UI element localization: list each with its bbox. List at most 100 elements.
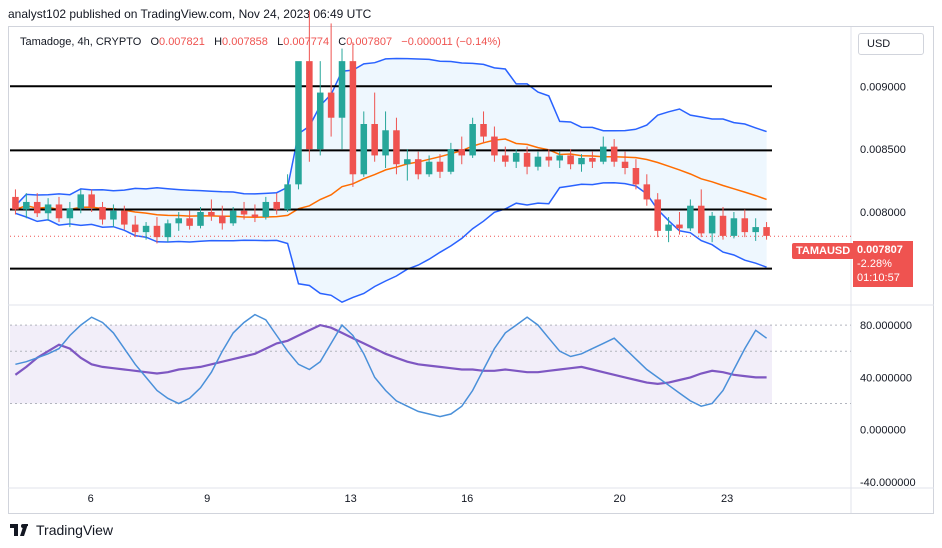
symbol-price-tag: TAMAUSD xyxy=(792,243,855,259)
candle-body xyxy=(153,225,161,238)
bollinger-band-fill xyxy=(15,58,767,303)
bollinger-lower-line xyxy=(15,181,767,304)
tradingview-brand: TradingView xyxy=(36,522,114,538)
candle-body xyxy=(110,210,117,220)
candle-body xyxy=(77,194,85,209)
candle-body xyxy=(219,215,226,224)
candle-body xyxy=(545,156,553,161)
bar-countdown: 01:10:57 xyxy=(857,272,900,284)
last-price-change: -2.28% xyxy=(857,258,892,270)
candle-body xyxy=(371,124,378,156)
currency-button[interactable]: USD xyxy=(858,33,924,55)
candle-body xyxy=(66,208,74,219)
legend-open-value: 0.007821 xyxy=(159,36,205,48)
legend-high-label: H xyxy=(214,36,223,48)
candle-body xyxy=(360,124,368,175)
candle-body xyxy=(240,210,248,215)
candle-body xyxy=(697,205,705,234)
candle-body xyxy=(534,156,542,167)
candle-body xyxy=(23,201,30,210)
candle-body xyxy=(12,196,19,210)
time-tick-label: 6 xyxy=(88,493,94,505)
legend-high-value: 0.007858 xyxy=(222,36,268,48)
candle-body xyxy=(687,205,694,229)
candle-body xyxy=(44,204,52,214)
candle-body xyxy=(142,225,150,233)
price-tick-label: 0.008000 xyxy=(860,207,906,219)
last-price-value: 0.007807 xyxy=(857,244,903,256)
candle-body xyxy=(208,212,215,216)
time-tick-label: 9 xyxy=(204,493,210,505)
candle-body xyxy=(458,149,466,156)
legend-low-value: 0.007774 xyxy=(283,36,330,48)
candle-body xyxy=(99,206,106,220)
rsi-band-fill xyxy=(10,325,772,404)
tradingview-logo-icon xyxy=(10,524,28,536)
candle-body xyxy=(567,155,574,165)
legend-close-label: C xyxy=(338,36,347,48)
candle-body xyxy=(316,92,324,150)
candle-body xyxy=(578,157,585,165)
candle-body xyxy=(327,92,335,118)
candle-body xyxy=(251,214,259,218)
candle-body xyxy=(131,224,139,233)
time-tick-label: 13 xyxy=(345,493,357,505)
candle-body xyxy=(393,130,400,165)
candle-body xyxy=(512,152,520,162)
candle-body xyxy=(741,218,749,233)
candle-body xyxy=(665,224,672,231)
candle-body xyxy=(306,61,313,150)
candle-body xyxy=(676,224,683,229)
stochastic-line xyxy=(15,313,768,418)
candle-body xyxy=(752,227,759,233)
legend-symbol: Tamadoge, 4h, CRYPTO xyxy=(20,36,142,48)
candle-body xyxy=(88,194,95,207)
candle-body xyxy=(284,184,291,210)
candle-body xyxy=(708,215,716,234)
candle-body xyxy=(654,199,661,231)
candle-body xyxy=(523,152,531,167)
candle-body xyxy=(502,155,509,162)
legend-open-label: O xyxy=(150,36,160,48)
price-tick-label: 0.009000 xyxy=(860,81,906,93)
tradingview-footer[interactable]: TradingView xyxy=(10,522,113,538)
symbol-legend: Tamadoge, 4h, CRYPTO O0.007821 H0.007858… xyxy=(20,36,501,48)
candle-body xyxy=(730,218,738,236)
candle-body xyxy=(632,168,640,185)
candle-body xyxy=(262,201,270,218)
candle-body xyxy=(295,61,302,185)
candle-body xyxy=(404,159,411,165)
time-tick-label: 23 xyxy=(721,493,733,505)
candle-body xyxy=(643,184,651,200)
candle-body xyxy=(425,161,433,175)
candle-body xyxy=(164,223,172,238)
candle-body xyxy=(600,146,607,162)
candle-body xyxy=(338,61,346,118)
publisher-line: analyst102 published on TradingView.com,… xyxy=(8,7,372,21)
last-price-box: 0.007807 -2.28% 01:10:57 xyxy=(853,241,913,287)
oscillator-tick-label: 80.000000 xyxy=(860,320,912,332)
legend-close-value: 0.007807 xyxy=(346,36,393,48)
candle-body xyxy=(175,218,182,224)
candle-body xyxy=(436,161,444,172)
candle-body xyxy=(33,201,41,214)
candle-body xyxy=(480,124,487,137)
oscillator-tick-label: 40.000000 xyxy=(860,372,912,384)
candle-body xyxy=(382,130,389,156)
bollinger-basis-line xyxy=(15,138,767,218)
candle-body xyxy=(491,136,498,156)
bollinger-upper-line xyxy=(14,57,767,207)
oscillator-tick-label: 0.000000 xyxy=(860,425,906,437)
candle-body xyxy=(469,124,476,156)
time-tick-label: 20 xyxy=(613,493,625,505)
candle-body xyxy=(197,212,204,226)
candle-body xyxy=(349,61,357,175)
legend-low-label: L xyxy=(277,36,284,48)
oscillator-tick-label: -40.000000 xyxy=(860,477,916,489)
candle-body xyxy=(186,218,193,226)
candle-body xyxy=(589,157,596,162)
candle-body xyxy=(610,146,618,162)
candle-body xyxy=(414,159,422,175)
candle-body xyxy=(447,149,455,172)
